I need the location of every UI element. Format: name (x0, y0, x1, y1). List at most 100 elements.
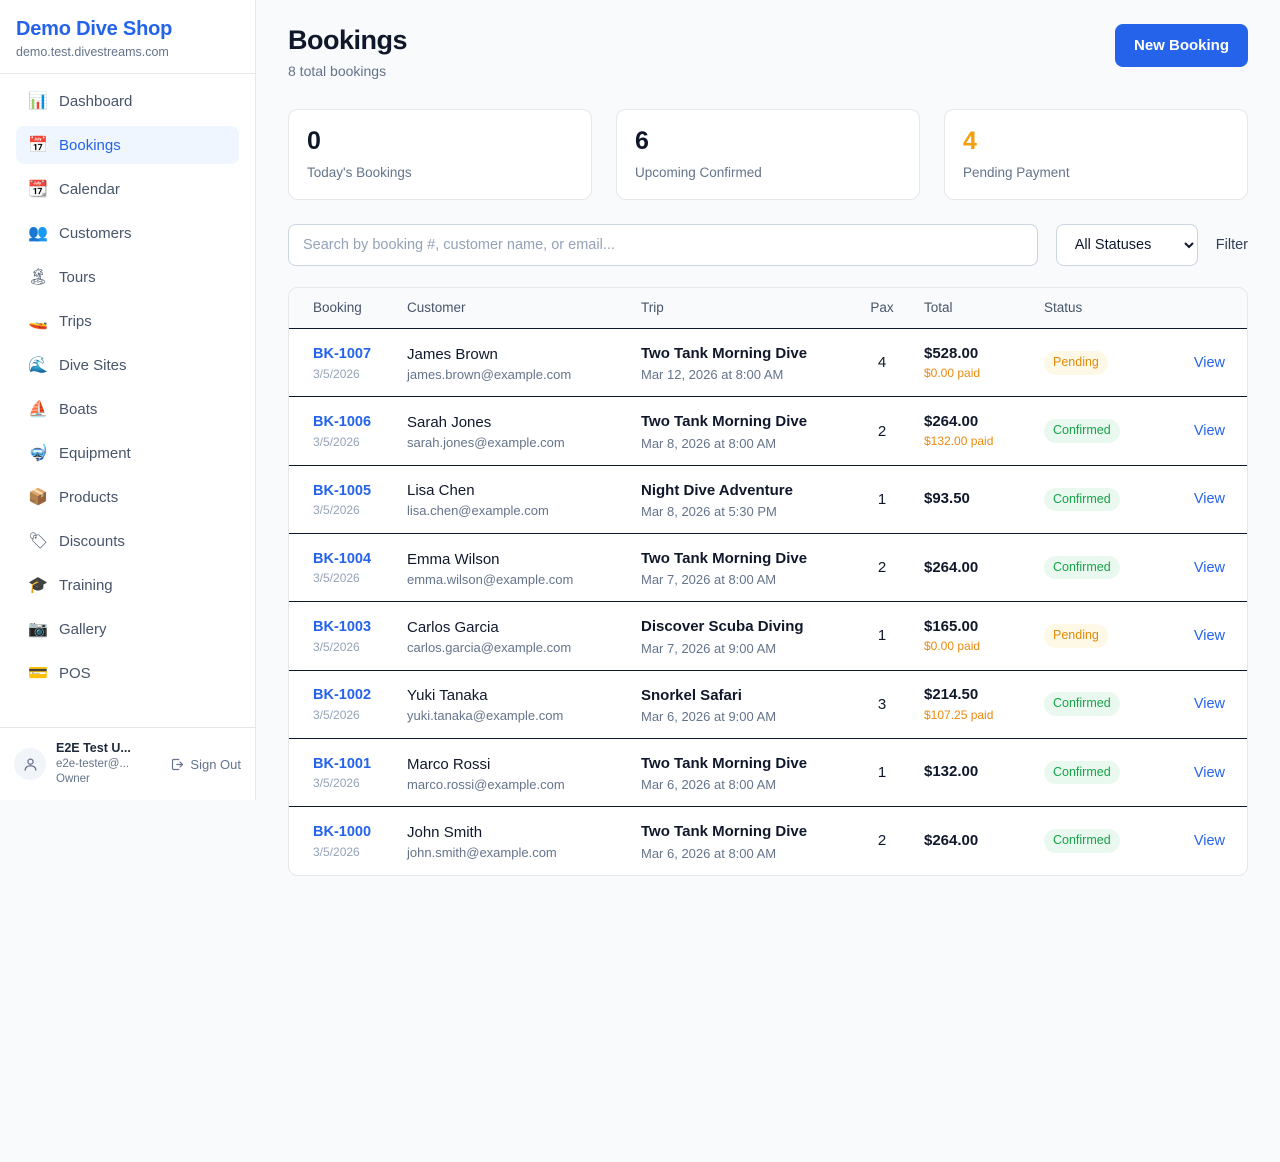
booking-id-link[interactable]: BK-1003 (313, 619, 372, 636)
sidebar-item-gallery[interactable]: 📷 Gallery (16, 610, 239, 648)
booking-id-link[interactable]: BK-1000 (313, 824, 372, 841)
sidebar-item-pos[interactable]: 💳 POS (16, 654, 239, 692)
sidebar-item-products[interactable]: 📦 Products (16, 478, 239, 516)
view-booking-link[interactable]: View (1193, 832, 1225, 849)
cell-total: $132.00 (916, 738, 1036, 808)
column-header: Total (916, 288, 1036, 330)
table-row: BK-1002 3/5/2026 Yuki Tanaka yuki.tanaka@ex… (289, 670, 1247, 739)
trip-datetime: Mar 6, 2026 at 9:00 AM (641, 708, 777, 724)
sidebar-item-label: Trips (59, 312, 92, 330)
amount-paid: $132.00 paid (924, 434, 994, 449)
sidebar-item-boats[interactable]: ⛵ Boats (16, 390, 239, 428)
column-header: Booking (289, 288, 399, 330)
cell-status: Confirmed (1036, 738, 1154, 808)
sidebar-item-customers[interactable]: 👥 Customers (16, 214, 239, 252)
user-role: Owner (56, 773, 90, 786)
customer-email: emma.wilson@example.com (407, 571, 574, 587)
package-icon: 📦 (28, 487, 48, 506)
booking-id-link[interactable]: BK-1007 (313, 346, 372, 362)
amount-paid: $0.00 paid (924, 366, 981, 381)
trip-name: Two Tank Morning Dive (641, 345, 808, 363)
cell-total: $264.00 (916, 807, 1036, 875)
table-row: BK-1004 3/5/2026 Emma Wilson emma.wilson@ex… (289, 533, 1247, 603)
sidebar-item-label: Tours (59, 268, 96, 286)
table-row: BK-1005 3/5/2026 Lisa Chen lisa.chen@exampl… (289, 465, 1247, 535)
booking-id-link[interactable]: BK-1006 (313, 414, 372, 431)
status-badge: Confirmed (1044, 829, 1120, 853)
sign-out-button[interactable]: Sign Out (170, 757, 241, 772)
new-booking-button[interactable]: New Booking (1114, 24, 1248, 67)
total-amount: $165.00 (924, 618, 979, 636)
user-name: E2E Test U... (56, 741, 131, 756)
search-input[interactable] (288, 224, 1038, 267)
people-icon: 👥 (28, 223, 48, 242)
customer-email: carlos.garcia@example.com (407, 639, 572, 655)
cell-customer: Marco Rossi marco.rossi@example.com (399, 738, 633, 808)
total-amount: $264.00 (924, 413, 979, 431)
sidebar-item-dashboard[interactable]: 📊 Dashboard (16, 82, 239, 120)
cell-customer: John Smith john.smith@example.com (399, 807, 633, 875)
trip-datetime: Mar 8, 2026 at 8:00 AM (641, 435, 777, 451)
view-booking-link[interactable]: View (1193, 627, 1225, 644)
view-booking-link[interactable]: View (1193, 696, 1225, 713)
customer-name: James Brown (407, 345, 498, 363)
table-header-row: Booking Customer Trip Pax Total Status (289, 288, 1247, 330)
wave-icon: 🌊 (28, 355, 48, 374)
status-filter-select[interactable]: All StatusesPendingConfirmedCancelledCom… (1055, 224, 1198, 267)
stat-value: 6 (635, 127, 649, 156)
filter-button[interactable]: Filter (1215, 237, 1248, 254)
sign-out-label: Sign Out (190, 756, 241, 772)
avatar (14, 748, 46, 781)
view-booking-link[interactable]: View (1193, 764, 1225, 781)
cell-pax: 4 (848, 328, 916, 398)
sidebar-item-label: Bookings (59, 136, 121, 154)
stat-value: 0 (307, 127, 321, 156)
cell-total: $165.00 $0.00 paid (916, 601, 1036, 671)
sidebar-item-discounts[interactable]: 🏷 Discounts (16, 522, 239, 560)
cell-booking: BK-1001 3/5/2026 (289, 738, 399, 808)
booking-id-link[interactable]: BK-1004 (313, 550, 372, 567)
view-booking-link[interactable]: View (1193, 423, 1225, 440)
stat-card: 4 Pending Payment (944, 109, 1248, 201)
status-badge: Confirmed (1044, 419, 1120, 443)
sidebar-item-dive-sites[interactable]: 🌊 Dive Sites (16, 346, 239, 384)
sidebar-item-label: Calendar (59, 180, 120, 198)
sidebar-item-bookings[interactable]: 📅 Bookings (16, 126, 239, 164)
view-booking-link[interactable]: View (1193, 491, 1225, 508)
cell-status: Confirmed (1036, 533, 1154, 603)
booking-id-link[interactable]: BK-1005 (313, 482, 372, 499)
sidebar-item-calendar[interactable]: 📆 Calendar (16, 170, 239, 208)
sidebar-item-tours[interactable]: 🏝 Tours (16, 258, 239, 296)
sidebar-item-training[interactable]: 🎓 Training (16, 566, 239, 604)
column-header: Trip (633, 288, 848, 330)
booking-id-link[interactable]: BK-1002 (313, 687, 372, 704)
customer-name: Emma Wilson (407, 550, 500, 568)
booking-created-date: 3/5/2026 (313, 571, 360, 586)
cell-trip: Night Dive Adventure Mar 8, 2026 at 5:30 … (633, 465, 848, 535)
cell-action: View (1154, 807, 1247, 875)
view-booking-link[interactable]: View (1193, 354, 1225, 371)
cell-action: View (1154, 465, 1247, 535)
view-booking-link[interactable]: View (1193, 559, 1225, 576)
table-body: BK-1007 3/5/2026 James Brown james.brown@ex… (289, 328, 1247, 875)
trip-datetime: Mar 7, 2026 at 9:00 AM (641, 640, 777, 656)
sidebar-item-trips[interactable]: 🚤 Trips (16, 302, 239, 340)
main-content: Bookings 8 total bookings New Booking 0 T… (256, 0, 1280, 876)
total-amount: $214.50 (924, 686, 979, 704)
booking-id-link[interactable]: BK-1001 (313, 755, 372, 772)
stat-card: 6 Upcoming Confirmed (616, 109, 920, 201)
sidebar-item-label: Dive Sites (59, 356, 127, 374)
tag-icon: 🏷 (28, 531, 49, 550)
cell-customer: Carlos Garcia carlos.garcia@example.com (399, 601, 633, 671)
sidebar-item-label: Customers (59, 224, 132, 242)
table-head: Booking Customer Trip Pax Total Status (289, 288, 1247, 330)
sidebar-item-label: Products (59, 488, 119, 506)
status-badge: Confirmed (1044, 487, 1120, 512)
sidebar-item-label: Gallery (59, 620, 107, 638)
table-row: BK-1001 3/5/2026 Marco Rossi marco.rossi@ex… (289, 738, 1247, 808)
trip-name: Two Tank Morning Dive (641, 550, 808, 568)
sidebar-item-equipment[interactable]: 🤿 Equipment (16, 434, 239, 472)
customer-email: marco.rossi@example.com (407, 776, 565, 792)
amount-paid: $0.00 paid (924, 639, 981, 654)
trip-datetime: Mar 6, 2026 at 8:00 AM (641, 777, 777, 793)
